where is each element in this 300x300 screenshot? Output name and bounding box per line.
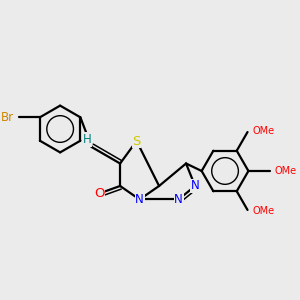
- Text: H: H: [83, 133, 92, 146]
- Text: N: N: [191, 179, 200, 193]
- Text: S: S: [132, 134, 141, 148]
- Text: N: N: [135, 193, 144, 206]
- Text: OMe: OMe: [252, 206, 274, 216]
- Text: OMe: OMe: [274, 166, 297, 176]
- Text: O: O: [94, 187, 104, 200]
- Text: OMe: OMe: [252, 125, 274, 136]
- Text: Br: Br: [1, 111, 14, 124]
- Text: N: N: [174, 193, 183, 206]
